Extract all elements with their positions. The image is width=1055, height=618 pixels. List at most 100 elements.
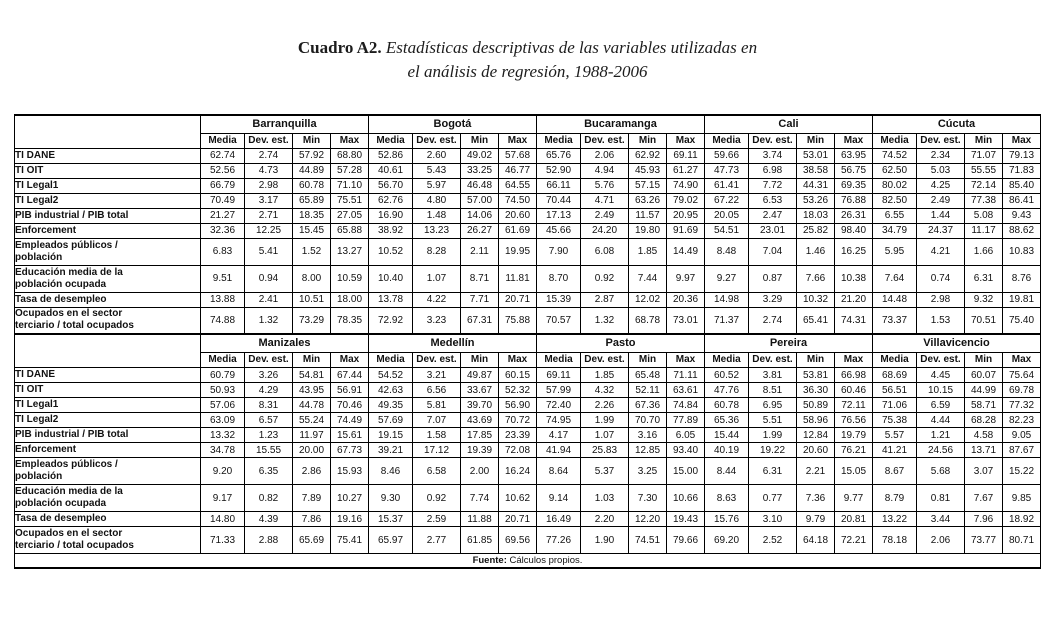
stat-value: 8.71 — [460, 264, 499, 293]
stat-value: 9.43 — [1002, 207, 1041, 224]
stat-header: Media — [704, 132, 749, 149]
stat-value: 7.90 — [536, 237, 581, 266]
stat-value: 20.71 — [498, 511, 537, 528]
table-row: TI Legal1 66.79 2.98 60.78 71.10 56.70 5.97 46.… — [14, 177, 1041, 194]
stat-value: 25.83 — [580, 442, 629, 459]
stat-value: 1.52 — [292, 237, 331, 266]
stat-value: 14.80 — [200, 511, 245, 528]
stat-value: 44.78 — [292, 397, 331, 414]
stat-value: 98.40 — [834, 222, 873, 239]
stat-value: 1.58 — [412, 427, 461, 444]
stat-value: 1.07 — [412, 264, 461, 293]
stat-header: Min — [796, 132, 835, 149]
stat-value: 7.07 — [412, 412, 461, 429]
stat-value: 10.27 — [330, 484, 369, 513]
stat-header: Max — [498, 352, 537, 369]
stat-value: 10.52 — [368, 237, 413, 266]
stat-value: 15.00 — [666, 457, 705, 486]
stat-value: 15.05 — [834, 457, 873, 486]
stat-value: 49.87 — [460, 367, 499, 384]
stat-value: 54.52 — [368, 367, 413, 384]
stat-value: 75.64 — [1002, 367, 1041, 384]
statistics-table: Barranquilla Bogotá Bucaramanga Cali Cúcuta M… — [14, 113, 1041, 570]
stat-header: Media — [368, 132, 413, 149]
stat-value: 45.93 — [628, 162, 667, 179]
variable-label: PIB industrial / PIB total — [14, 207, 201, 224]
stat-value: 5.08 — [964, 207, 1003, 224]
stat-header: Media — [200, 132, 245, 149]
stat-value: 3.17 — [244, 192, 293, 209]
stat-value: 59.66 — [704, 147, 749, 164]
variable-label: Tasa de desempleo — [14, 511, 201, 528]
stat-header: Dev. est. — [748, 132, 797, 149]
stat-value: 13.27 — [330, 237, 369, 266]
stat-value: 19.16 — [330, 511, 369, 528]
stat-value: 2.20 — [580, 511, 629, 528]
stat-value: 79.66 — [666, 526, 705, 555]
stat-value: 67.73 — [330, 442, 369, 459]
stat-value: 71.07 — [964, 147, 1003, 164]
variable-label: TI Legal1 — [14, 397, 201, 414]
stat-value: 60.07 — [964, 367, 1003, 384]
stat-value: 70.57 — [536, 306, 581, 335]
stat-value: 38.58 — [796, 162, 835, 179]
stat-value: 8.63 — [704, 484, 749, 513]
stat-value: 2.26 — [580, 397, 629, 414]
stat-value: 40.61 — [368, 162, 413, 179]
stat-value: 3.16 — [628, 427, 667, 444]
table-row: TI OIT 50.93 4.29 43.95 56.91 42.63 6.56 33.67 5… — [14, 382, 1041, 399]
stat-value: 3.07 — [964, 457, 1003, 486]
stat-value: 26.31 — [834, 207, 873, 224]
stat-value: 0.87 — [748, 264, 797, 293]
table-row: TI DANE 60.79 3.26 54.81 67.44 54.52 3.21 49.87… — [14, 367, 1041, 384]
stat-value: 7.66 — [796, 264, 835, 293]
stat-value: 52.11 — [628, 382, 667, 399]
stat-value: 17.85 — [460, 427, 499, 444]
stat-value: 23.39 — [498, 427, 537, 444]
stat-value: 7.67 — [964, 484, 1003, 513]
stat-value: 6.58 — [412, 457, 461, 486]
stat-value: 4.71 — [580, 192, 629, 209]
table-row: PIB industrial / PIB total 13.32 1.23 11.97… — [14, 427, 1041, 444]
variable-label: TI Legal1 — [14, 177, 201, 194]
stat-value: 1.23 — [244, 427, 293, 444]
stat-value: 68.28 — [964, 412, 1003, 429]
stat-value: 13.78 — [368, 291, 413, 308]
stat-value: 6.59 — [916, 397, 965, 414]
stat-value: 8.00 — [292, 264, 331, 293]
table-row: Ocupados en el sector terciario / total … — [14, 526, 1041, 555]
stat-value: 10.32 — [796, 291, 835, 308]
variable-label: TI OIT — [14, 382, 201, 399]
stat-value: 4.29 — [244, 382, 293, 399]
stat-value: 25.82 — [796, 222, 835, 239]
stat-header: Max — [330, 352, 369, 369]
stat-value: 24.56 — [916, 442, 965, 459]
stat-value: 69.11 — [536, 367, 581, 384]
stat-value: 13.23 — [412, 222, 461, 239]
stat-value: 63.61 — [666, 382, 705, 399]
stat-value: 46.77 — [498, 162, 537, 179]
stat-value: 70.72 — [498, 412, 537, 429]
stat-value: 0.94 — [244, 264, 293, 293]
variable-label: TI DANE — [14, 367, 201, 384]
stat-value: 7.30 — [628, 484, 667, 513]
stat-value: 46.48 — [460, 177, 499, 194]
stat-value: 10.83 — [1002, 237, 1041, 266]
stat-value: 64.18 — [796, 526, 835, 555]
stat-header: Dev. est. — [412, 132, 461, 149]
stat-value: 6.35 — [244, 457, 293, 486]
table-row: TI Legal2 70.49 3.17 65.89 75.51 62.76 4.80 57.… — [14, 192, 1041, 209]
stat-value: 8.51 — [748, 382, 797, 399]
stat-value: 44.31 — [796, 177, 835, 194]
stat-value: 20.00 — [292, 442, 331, 459]
stat-value: 75.41 — [330, 526, 369, 555]
stat-value: 5.43 — [412, 162, 461, 179]
stat-value: 19.15 — [368, 427, 413, 444]
stat-value: 6.83 — [200, 237, 245, 266]
stat-value: 67.22 — [704, 192, 749, 209]
stat-value: 53.26 — [796, 192, 835, 209]
stat-value: 39.21 — [368, 442, 413, 459]
stat-value: 4.45 — [916, 367, 965, 384]
stat-header: Max — [1002, 352, 1041, 369]
stat-value: 13.71 — [964, 442, 1003, 459]
